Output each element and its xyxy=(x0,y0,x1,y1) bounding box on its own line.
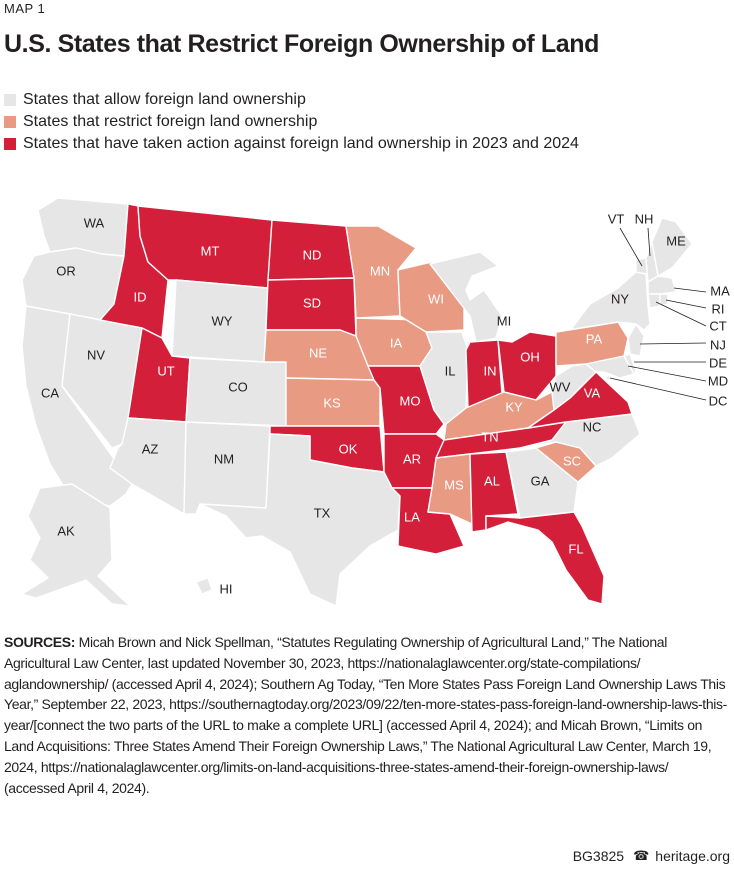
state-label-MS: MS xyxy=(444,477,464,492)
state-TX xyxy=(199,433,401,607)
state-FL xyxy=(485,511,605,605)
state-label-ND: ND xyxy=(303,247,322,262)
state-label-MN: MN xyxy=(370,263,390,278)
report-code: BG3825 xyxy=(572,848,625,864)
state-label-RI: RI xyxy=(712,301,725,316)
state-label-IA: IA xyxy=(390,335,403,350)
state-label-TX: TX xyxy=(314,505,331,520)
state-label-AR: AR xyxy=(403,451,421,466)
state-AK xyxy=(21,483,131,607)
site-name: heritage.org xyxy=(655,848,730,864)
map-number: MAP 1 xyxy=(4,1,46,16)
liberty-bell-icon: ☎ xyxy=(633,848,650,863)
footer: BG3825 ☎ heritage.org xyxy=(573,848,730,864)
state-label-GA: GA xyxy=(531,473,550,488)
state-label-WV: WV xyxy=(550,379,571,394)
state-label-MA: MA xyxy=(710,283,730,298)
state-CT xyxy=(647,293,661,309)
state-label-CT: CT xyxy=(709,318,726,333)
state-label-IN: IN xyxy=(484,363,497,378)
state-label-WI: WI xyxy=(428,291,444,306)
legend-item-restrict: States that restrict foreign land owners… xyxy=(4,111,579,133)
state-label-MD: MD xyxy=(708,373,728,388)
state-label-KY: KY xyxy=(505,399,523,414)
sources-text: Micah Brown and Nick Spellman, “Statutes… xyxy=(4,634,727,796)
state-label-OR: OR xyxy=(56,263,76,278)
state-label-VA: VA xyxy=(584,385,601,400)
state-MI xyxy=(429,251,503,343)
state-label-AZ: AZ xyxy=(142,441,159,456)
state-label-SC: SC xyxy=(563,453,581,468)
state-label-MT: MT xyxy=(201,243,220,258)
state-label-KS: KS xyxy=(323,395,341,410)
state-label-WA: WA xyxy=(84,215,105,230)
state-NY xyxy=(555,271,651,333)
sources-note: SOURCES: Micah Brown and Nick Spellman, … xyxy=(4,632,732,798)
legend-swatch-action xyxy=(4,138,16,150)
state-label-WY: WY xyxy=(212,313,233,328)
map-title: U.S. States that Restrict Foreign Owners… xyxy=(4,30,599,58)
state-label-LA: LA xyxy=(404,509,420,524)
sources-label: SOURCES: xyxy=(4,634,76,650)
state-GA xyxy=(505,447,579,519)
legend-label-restrict: States that restrict foreign land owners… xyxy=(23,113,318,130)
state-label-NH: NH xyxy=(635,211,654,226)
state-label-ME: ME xyxy=(666,233,686,248)
state-label-NE: NE xyxy=(309,345,327,360)
state-label-VT: VT xyxy=(608,211,625,226)
state-label-IL: IL xyxy=(445,363,456,378)
state-label-SD: SD xyxy=(303,295,321,310)
legend-label-allow: States that allow foreign land ownership xyxy=(23,91,306,108)
state-KS xyxy=(285,377,381,427)
state-NM xyxy=(183,421,271,515)
state-label-NJ: NJ xyxy=(710,337,726,352)
legend-swatch-allow xyxy=(4,94,16,106)
legend: States that allow foreign land ownership… xyxy=(4,89,579,155)
legend-swatch-restrict xyxy=(4,116,16,128)
state-RI xyxy=(659,293,669,307)
state-OH xyxy=(497,331,557,401)
state-MA xyxy=(647,275,677,295)
state-label-TN: TN xyxy=(481,429,498,444)
state-label-NC: NC xyxy=(583,419,602,434)
state-DC xyxy=(605,375,611,381)
state-label-OH: OH xyxy=(520,349,540,364)
legend-label-action: States that have taken action against fo… xyxy=(23,135,579,152)
state-label-AL: AL xyxy=(484,473,500,488)
state-label-DC: DC xyxy=(709,393,728,408)
state-label-CA: CA xyxy=(41,385,59,400)
legend-item-action: States that have taken action against fo… xyxy=(4,133,579,155)
state-label-NY: NY xyxy=(611,291,629,306)
state-DE xyxy=(623,353,637,375)
state-label-HI: HI xyxy=(220,581,233,596)
state-label-MO: MO xyxy=(400,393,421,408)
state-NJ xyxy=(627,323,645,357)
state-label-PA: PA xyxy=(586,331,603,346)
state-label-FL: FL xyxy=(568,541,583,556)
state-label-DE: DE xyxy=(709,355,727,370)
us-states-map: WA OR CA NV AZ ID MT WY UT CO NM ND SD NE KS OK TX MN IA MO… xyxy=(0,196,734,616)
state-HI xyxy=(195,577,213,595)
state-label-UT: UT xyxy=(157,363,174,378)
state-label-NM: NM xyxy=(214,451,234,466)
state-label-CO: CO xyxy=(228,379,248,394)
state-label-ID: ID xyxy=(134,289,147,304)
state-label-MI: MI xyxy=(497,313,511,328)
state-label-OK: OK xyxy=(339,441,358,456)
state-label-AK: AK xyxy=(57,523,75,538)
legend-item-allow: States that allow foreign land ownership xyxy=(4,89,579,111)
state-label-NV: NV xyxy=(87,347,105,362)
